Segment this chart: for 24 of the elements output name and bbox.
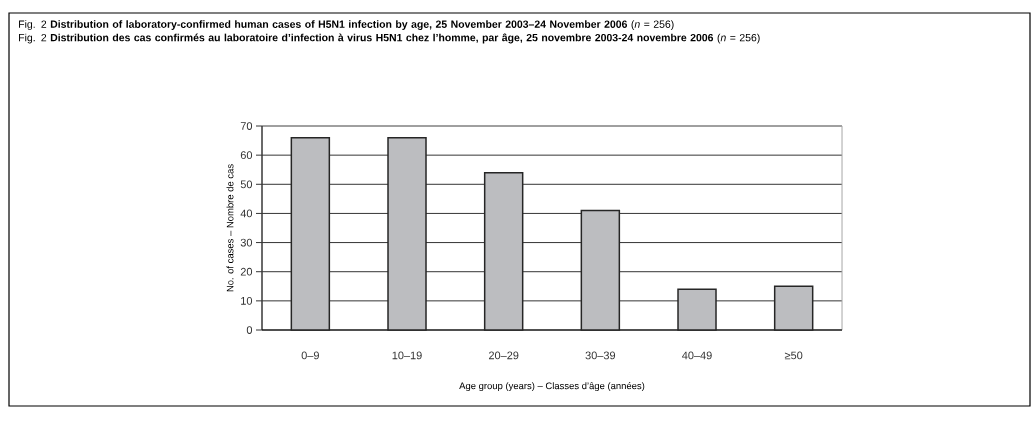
y-tick-label: 30: [240, 238, 253, 247]
x-tick-label: 0–9: [301, 351, 319, 360]
x-axis-title: Age group (years) – Classes d’âge (années): [459, 382, 645, 392]
x-tick-label: 30–39: [585, 351, 616, 360]
y-tick-label: 20: [240, 267, 253, 276]
y-tick-label: 0: [246, 326, 253, 334]
bar: [773, 285, 814, 331]
chart-title: Fig. 2 Distribution of laboratory-confirmed human cases of H5N1 infection by age, 25 November 2003–24 November 2006 (n = 256): [19, 20, 674, 30]
bar: [290, 136, 331, 331]
x-tick-label: ≥50: [784, 351, 803, 360]
x-tick-label: 10–19: [392, 351, 422, 360]
bar: [677, 288, 717, 331]
bar: [387, 136, 427, 331]
y-tick-label: 40: [240, 209, 253, 218]
y-axis-title: No. of cases – Nombre de cas: [226, 164, 234, 292]
y-tick-label: 70: [240, 122, 253, 130]
bar: [483, 171, 524, 331]
x-tick-label: 40–49: [682, 351, 712, 360]
y-tick-label: 50: [240, 180, 253, 189]
chart-subtitle: Fig. 2 Distribution des cas confirmés au laboratoire d’infection à virus H5N1 chez l’homme, par âge, 25 novembre 2003-24 novembre 2006 (n = 256): [19, 33, 760, 44]
y-tick-label: 60: [240, 151, 253, 160]
bar: [580, 209, 621, 331]
x-tick-label: 20–29: [488, 351, 519, 360]
y-tick-label: 10: [241, 296, 253, 305]
